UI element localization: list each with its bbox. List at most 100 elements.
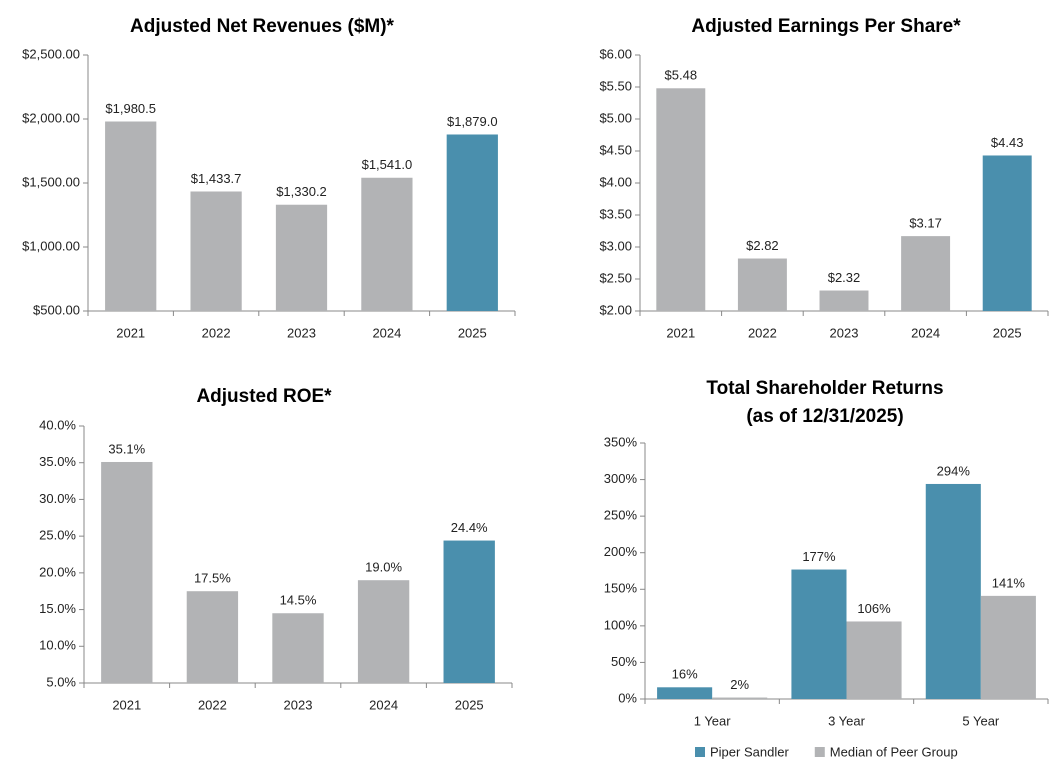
- y-tick-label: $500.00: [33, 302, 80, 317]
- x-tick-label: 2022: [748, 325, 777, 340]
- bar: [275, 204, 328, 311]
- y-tick-label: 350%: [604, 434, 638, 449]
- bar: [272, 613, 324, 683]
- x-tick-label: 2024: [369, 697, 398, 712]
- x-tick-label: 3 Year: [828, 713, 866, 728]
- bar: [791, 569, 847, 699]
- y-tick-label: $3.50: [599, 206, 632, 221]
- bar: [712, 697, 768, 699]
- x-tick-label: 2021: [666, 325, 695, 340]
- x-tick-label: 2025: [455, 697, 484, 712]
- chart-title: Adjusted Net Revenues ($M)*: [130, 16, 395, 37]
- bar: [657, 687, 713, 699]
- bar: [101, 461, 153, 683]
- data-label: 106%: [857, 601, 891, 616]
- x-tick-label: 1 Year: [694, 713, 732, 728]
- y-tick-label: 35.0%: [39, 454, 76, 469]
- bar: [982, 155, 1032, 311]
- y-tick-label: $2,000.00: [22, 110, 80, 125]
- data-label: 2%: [730, 677, 749, 692]
- y-tick-label: $1,000.00: [22, 238, 80, 253]
- data-label: $1,879.0: [447, 114, 498, 129]
- y-tick-label: $2.50: [599, 270, 632, 285]
- x-tick-label: 2022: [202, 325, 231, 340]
- bar: [819, 290, 869, 311]
- y-tick-label: $2.00: [599, 302, 632, 317]
- x-tick-label: 2021: [116, 325, 145, 340]
- data-label: 35.1%: [108, 441, 145, 456]
- chart-title: Total Shareholder Returns: [706, 378, 943, 399]
- data-label: 177%: [802, 549, 836, 564]
- bar: [901, 236, 951, 311]
- bar: [357, 580, 410, 683]
- data-label: $5.48: [665, 68, 698, 83]
- y-tick-label: $3.00: [599, 238, 632, 253]
- y-tick-label: 40.0%: [39, 417, 76, 432]
- data-label: 17.5%: [194, 571, 231, 586]
- x-tick-label: 2023: [287, 325, 316, 340]
- y-tick-label: 300%: [604, 471, 638, 486]
- x-tick-label: 2024: [372, 325, 401, 340]
- y-tick-label: $4.50: [599, 142, 632, 157]
- y-tick-label: 250%: [604, 508, 638, 523]
- bar: [446, 134, 498, 311]
- legend-swatch: [814, 747, 825, 757]
- y-tick-label: 10.0%: [39, 638, 76, 653]
- y-tick-label: $4.00: [599, 174, 632, 189]
- data-label: 14.5%: [280, 593, 317, 608]
- y-tick-label: 100%: [604, 617, 638, 632]
- y-tick-label: 150%: [604, 581, 638, 596]
- x-tick-label: 2022: [198, 697, 227, 712]
- y-tick-label: 5.0%: [46, 674, 76, 689]
- chart-subtitle: (as of 12/31/2025): [746, 406, 903, 427]
- data-label: 141%: [992, 575, 1026, 590]
- y-tick-label: $2,500.00: [22, 46, 80, 61]
- bar: [190, 191, 242, 311]
- y-tick-label: 20.0%: [39, 564, 76, 579]
- data-label: $3.17: [909, 216, 942, 231]
- y-tick-label: 200%: [604, 544, 638, 559]
- bar: [737, 258, 787, 311]
- chart-title: Adjusted Earnings Per Share*: [691, 16, 961, 37]
- data-label: 19.0%: [365, 560, 402, 575]
- x-tick-label: 2023: [284, 697, 313, 712]
- bar: [846, 621, 902, 699]
- legend-label: Median of Peer Group: [830, 744, 958, 759]
- chart-title: Adjusted ROE*: [196, 386, 332, 407]
- y-tick-label: $5.00: [599, 110, 632, 125]
- x-tick-label: 2025: [993, 325, 1022, 340]
- bar: [980, 595, 1036, 699]
- x-tick-label: 2021: [112, 697, 141, 712]
- bar: [443, 540, 495, 683]
- data-label: $1,433.7: [191, 171, 242, 186]
- data-label: $2.32: [828, 270, 861, 285]
- y-tick-label: 50%: [611, 654, 637, 669]
- data-label: $1,980.5: [105, 101, 156, 116]
- bar: [186, 591, 239, 683]
- x-tick-label: 5 Year: [962, 713, 1000, 728]
- y-tick-label: 25.0%: [39, 528, 76, 543]
- x-tick-label: 2023: [830, 325, 859, 340]
- bar: [656, 88, 706, 311]
- bar: [361, 177, 413, 311]
- x-tick-label: 2025: [458, 325, 487, 340]
- data-label: $2.82: [746, 238, 779, 253]
- bar: [925, 483, 981, 699]
- legend-swatch: [695, 747, 705, 757]
- y-tick-label: 0%: [618, 690, 637, 705]
- y-tick-label: 15.0%: [39, 601, 76, 616]
- data-label: $1,330.2: [276, 184, 327, 199]
- x-tick-label: 2024: [911, 325, 940, 340]
- data-label: $4.43: [991, 135, 1024, 150]
- y-tick-label: $6.00: [599, 46, 632, 61]
- bar: [105, 121, 157, 311]
- data-label: 294%: [937, 463, 971, 478]
- y-tick-label: $5.50: [599, 78, 632, 93]
- y-tick-label: $1,500.00: [22, 174, 80, 189]
- y-tick-label: 30.0%: [39, 491, 76, 506]
- data-label: $1,541.0: [362, 157, 413, 172]
- data-label: 16%: [672, 667, 698, 682]
- legend-label: Piper Sandler: [710, 744, 789, 759]
- data-label: 24.4%: [451, 520, 488, 535]
